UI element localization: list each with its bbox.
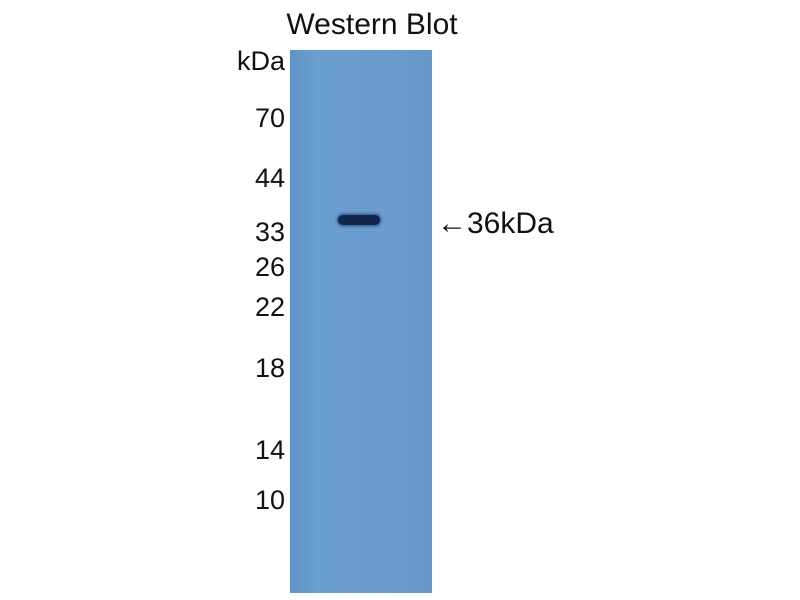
marker-label: 26 bbox=[254, 252, 285, 282]
figure-title: Western Blot bbox=[286, 8, 458, 41]
marker-label: 10 bbox=[254, 485, 285, 515]
marker-label: 33 bbox=[254, 217, 285, 247]
unit-label: kDa bbox=[236, 46, 285, 76]
marker-label: 18 bbox=[254, 353, 285, 383]
protein-band bbox=[338, 215, 380, 225]
marker-label: 44 bbox=[254, 163, 285, 193]
marker-label: 70 bbox=[254, 103, 285, 133]
marker-label: 14 bbox=[254, 435, 285, 465]
band-annotation: ←36kDa bbox=[437, 207, 554, 240]
marker-label: 22 bbox=[254, 292, 285, 322]
blot-membrane bbox=[290, 50, 432, 593]
